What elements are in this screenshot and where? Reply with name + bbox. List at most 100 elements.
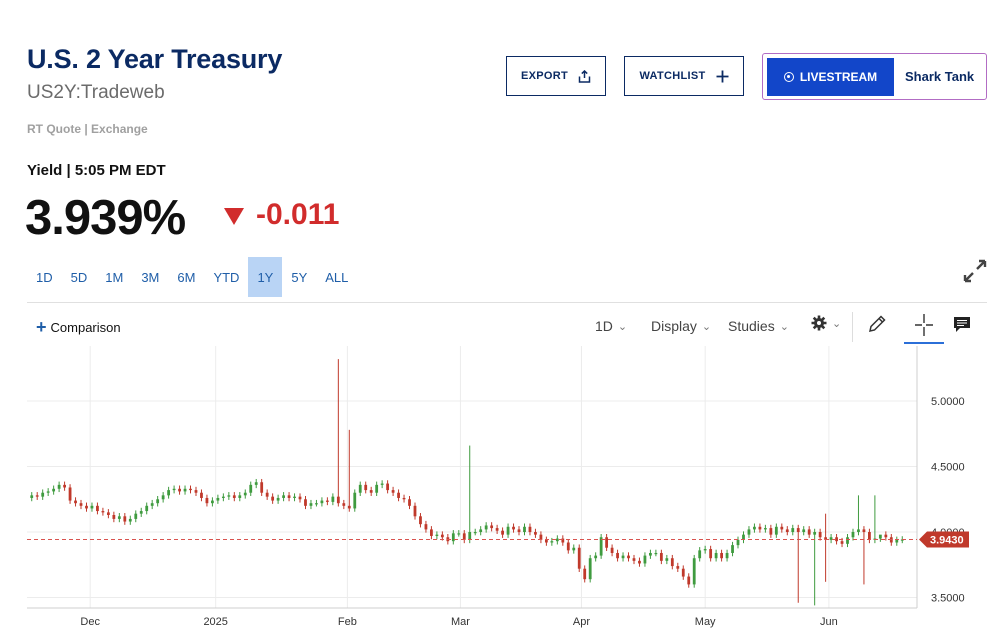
range-tab-1m[interactable]: 1M	[105, 269, 124, 285]
comparison-button[interactable]: + Comparison	[36, 318, 121, 336]
candle-body	[440, 534, 444, 538]
candle-body	[654, 552, 658, 555]
candle-body	[178, 488, 181, 492]
candle-body	[101, 511, 105, 513]
live-radio-icon	[783, 71, 794, 82]
candle-body	[435, 534, 439, 536]
toolbar-separator	[852, 312, 853, 342]
show-name-link[interactable]: Shark Tank	[905, 69, 975, 84]
candle-body	[791, 528, 795, 533]
candle-body	[200, 492, 203, 498]
candle-body	[900, 539, 904, 541]
candle-body	[68, 487, 72, 501]
quote-source: RT Quote | Exchange	[27, 122, 148, 136]
candle-body	[90, 505, 94, 509]
candle-body	[52, 488, 56, 492]
candle-body	[123, 516, 127, 522]
candle-body	[243, 492, 247, 496]
range-tab-ytd[interactable]: YTD	[213, 269, 240, 285]
candle-body	[539, 534, 543, 540]
interval-dropdown[interactable]: 1D ⌄	[595, 318, 627, 334]
expand-icon[interactable]	[962, 258, 988, 284]
candle-body	[156, 499, 160, 504]
candle-body	[358, 484, 362, 493]
watchlist-button[interactable]: WATCHLIST	[624, 56, 744, 96]
candle-body	[79, 503, 83, 506]
comment-icon[interactable]	[952, 314, 972, 334]
candle-body	[506, 526, 510, 535]
candle-body	[271, 496, 275, 501]
candle-body	[588, 558, 592, 580]
range-tab-5d[interactable]: 5D	[70, 269, 88, 285]
candle-body	[528, 526, 532, 533]
chevron-down-icon: ⌄	[701, 320, 712, 333]
candle-body	[720, 552, 723, 559]
candle-body	[753, 526, 756, 530]
range-tab-all[interactable]: ALL	[325, 269, 349, 285]
candles	[30, 359, 904, 606]
candle-body	[868, 532, 871, 540]
candle-body	[703, 549, 707, 551]
candle-body	[796, 528, 800, 533]
candle-body	[347, 505, 351, 509]
studies-dropdown[interactable]: Studies ⌄	[728, 318, 789, 334]
candle-body	[30, 495, 34, 498]
yield-change: -0.011	[256, 198, 340, 231]
range-tab-3m[interactable]: 3M	[141, 269, 160, 285]
range-tab-1d[interactable]: 1D	[36, 269, 53, 285]
candle-body	[835, 537, 838, 542]
candle-body	[610, 547, 614, 553]
y-tick-label: 3.5000	[931, 593, 965, 605]
candle-body	[725, 552, 729, 559]
candle-body	[550, 541, 554, 543]
crosshair-tool[interactable]	[904, 310, 944, 344]
range-tab-6m[interactable]: 6M	[177, 269, 196, 285]
export-button[interactable]: EXPORT	[506, 56, 606, 96]
candle-body	[517, 529, 521, 533]
chevron-down-icon: ⌄	[617, 320, 628, 333]
x-tick-label: Dec	[80, 616, 100, 628]
candle-body	[128, 518, 132, 522]
candle-body	[139, 511, 143, 514]
x-tick-label: 2025	[203, 616, 227, 628]
range-tab-5y[interactable]: 5Y	[291, 269, 308, 285]
candle-body	[632, 558, 636, 561]
candle-body	[665, 558, 669, 561]
candle-body	[512, 526, 515, 530]
candle-body	[802, 529, 806, 533]
candle-body	[829, 537, 833, 540]
candle-body	[35, 495, 39, 497]
candle-body	[112, 514, 116, 519]
ticker-symbol: US2Y:Tradeweb	[27, 82, 165, 103]
settings-dropdown[interactable]: ⌄	[811, 315, 841, 331]
candle-body	[692, 558, 696, 585]
pencil-icon[interactable]	[866, 313, 888, 335]
candle-body	[769, 528, 773, 535]
candle-body	[375, 484, 379, 493]
candle-body	[63, 484, 66, 488]
candle-body	[74, 500, 77, 504]
livestream-button[interactable]: LIVESTREAM	[767, 57, 894, 96]
candle-body	[714, 552, 718, 559]
candle-body	[336, 496, 340, 504]
candle-body	[774, 526, 778, 535]
chevron-down-icon: ⌄	[832, 317, 842, 330]
yield-timestamp: Yield | 5:05 PM EDT	[27, 162, 166, 179]
candle-body	[205, 497, 209, 504]
candle-body	[325, 500, 329, 502]
candle-body	[687, 576, 691, 585]
candle-body	[413, 505, 417, 517]
candle-body	[649, 552, 652, 556]
candle-body	[555, 538, 559, 542]
range-tabs: 1D 5D 1M 3M 6M YTD 1Y 5Y ALL	[27, 257, 357, 297]
display-dropdown[interactable]: Display ⌄	[651, 318, 711, 334]
candle-body	[276, 497, 280, 501]
candle-body	[670, 558, 674, 567]
candle-body	[895, 539, 899, 543]
candle-body	[468, 532, 472, 540]
candle-body	[627, 555, 630, 559]
x-tick-label: May	[695, 616, 716, 628]
range-tab-1y[interactable]: 1Y	[248, 257, 283, 297]
